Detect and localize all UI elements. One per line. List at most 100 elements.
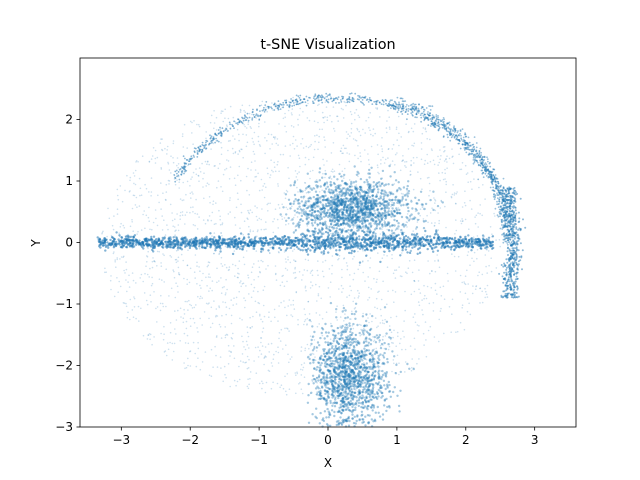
scatter-point xyxy=(167,237,170,241)
scatter-point xyxy=(287,198,291,201)
scatter-point xyxy=(274,105,277,108)
scatter-point xyxy=(393,171,396,174)
scatter-point xyxy=(231,238,234,241)
scatter-point xyxy=(325,403,328,406)
scatter-point xyxy=(391,192,395,196)
scatter-point xyxy=(273,103,275,106)
scatter-point xyxy=(366,392,370,396)
scatter-point xyxy=(386,385,389,388)
scatter-point xyxy=(366,230,369,233)
scatter-point xyxy=(384,234,387,237)
scatter-point xyxy=(239,241,242,244)
scatter-point xyxy=(214,238,217,241)
scatter-point xyxy=(333,214,336,217)
scatter-point xyxy=(435,230,438,233)
scatter-point xyxy=(351,390,354,393)
scatter-point xyxy=(348,251,351,255)
scatter-point xyxy=(334,382,337,385)
scatter-point xyxy=(353,312,356,316)
scatter-point xyxy=(334,357,337,360)
scatter-point xyxy=(374,212,377,215)
scatter-point xyxy=(356,246,360,249)
scatter-point xyxy=(285,219,288,222)
scatter-point xyxy=(415,232,419,236)
scatter-point xyxy=(301,249,304,252)
scatter-point xyxy=(365,396,368,399)
scatter-point xyxy=(322,419,326,423)
scatter-point xyxy=(392,215,396,218)
scatter-point xyxy=(120,239,123,242)
scatter-point xyxy=(385,102,387,105)
scatter-point xyxy=(409,242,412,245)
scatter-point xyxy=(279,248,283,252)
scatter-point xyxy=(388,383,391,387)
scatter-point xyxy=(341,324,344,328)
scatter-point xyxy=(353,415,356,418)
scatter-point xyxy=(453,236,457,240)
scatter-point xyxy=(314,190,318,193)
scatter-point xyxy=(468,141,471,144)
scatter-point xyxy=(420,120,422,123)
scatter-point xyxy=(182,155,185,158)
scatter-point xyxy=(184,162,187,165)
scatter-point xyxy=(354,241,357,245)
scatter-point xyxy=(354,244,357,247)
scatter-point xyxy=(195,242,198,246)
scatter-point xyxy=(115,242,118,246)
scatter-point xyxy=(326,238,329,241)
scatter-point xyxy=(335,227,338,230)
scatter-point xyxy=(416,116,418,119)
scatter-point xyxy=(367,341,370,344)
scatter-point xyxy=(192,243,196,247)
scatter-point xyxy=(358,418,361,421)
scatter-point xyxy=(374,341,378,344)
scatter-point xyxy=(340,99,342,101)
scatter-point xyxy=(130,238,133,242)
scatter-point xyxy=(373,100,376,103)
scatter-point xyxy=(450,237,454,240)
scatter-point xyxy=(153,239,156,243)
scatter-point xyxy=(252,247,256,250)
scatter-point xyxy=(381,223,384,226)
scatter-point xyxy=(383,351,386,355)
scatter-point xyxy=(382,192,385,196)
scatter-point xyxy=(237,123,239,126)
scatter-point xyxy=(346,397,349,400)
scatter-point xyxy=(360,405,363,409)
scatter-point xyxy=(372,181,375,184)
scatter-point xyxy=(394,236,397,239)
scatter-point xyxy=(313,95,316,98)
scatter-point xyxy=(316,244,319,248)
scatter-point xyxy=(102,244,105,247)
scatter-point xyxy=(392,390,395,394)
scatter-point xyxy=(348,403,352,406)
scatter-point xyxy=(363,181,366,184)
scatter-point xyxy=(432,250,435,253)
scatter-point xyxy=(384,387,387,391)
scatter-point xyxy=(368,176,371,179)
scatter-point xyxy=(309,197,313,200)
scatter-point xyxy=(492,186,495,189)
scatter-point xyxy=(435,242,438,246)
scatter-point xyxy=(371,404,374,407)
scatter-point xyxy=(396,212,399,215)
scatter-point xyxy=(383,404,386,407)
scatter-point xyxy=(382,232,386,236)
scatter-point xyxy=(372,406,376,409)
scatter-point xyxy=(307,421,311,424)
scatter-point xyxy=(193,156,196,158)
scatter-point xyxy=(390,234,393,238)
scatter-point xyxy=(371,194,374,197)
scatter-point xyxy=(348,96,351,98)
scatter-point xyxy=(485,240,488,243)
scatter-point xyxy=(347,387,351,390)
scatter-point xyxy=(340,229,344,232)
scatter-point xyxy=(351,413,354,416)
scatter-point xyxy=(422,237,426,241)
scatter-point xyxy=(364,239,367,242)
scatter-point xyxy=(306,237,309,240)
scatter-point xyxy=(312,240,315,243)
scatter-point xyxy=(354,187,357,190)
scatter-point xyxy=(341,194,344,197)
